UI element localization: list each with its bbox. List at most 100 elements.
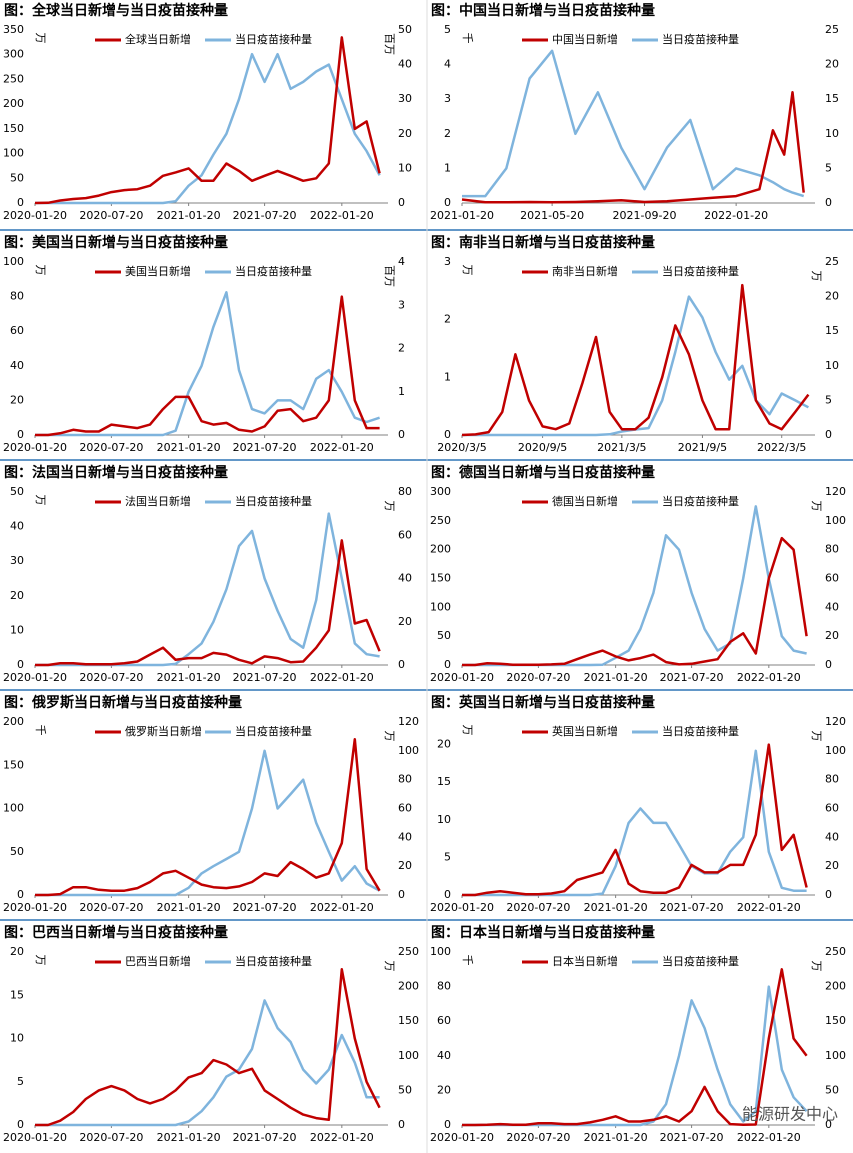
- y-unit: 千: [461, 33, 474, 44]
- y2-tick-label: 0: [398, 1118, 405, 1131]
- y-tick-label: 100: [3, 255, 24, 268]
- x-tick-label: 2020-01-20: [3, 441, 67, 454]
- y-tick-label: 0: [444, 888, 451, 901]
- y-tick-label: 0: [17, 888, 24, 901]
- y-tick-label: 10: [437, 813, 451, 826]
- y2-unit: 万: [383, 501, 396, 512]
- y2-tick-label: 0: [825, 658, 832, 671]
- y2-tick-label: 0: [825, 196, 832, 209]
- y-tick-label: 20: [10, 945, 24, 958]
- y-tick-label: 1: [444, 161, 451, 174]
- x-tick-label: 2022-01-20: [310, 901, 374, 914]
- y-tick-label: 250: [3, 72, 24, 85]
- x-tick-label: 2020-01-20: [3, 901, 67, 914]
- y-tick-label: 0: [17, 658, 24, 671]
- y2-tick-label: 20: [398, 859, 412, 872]
- legend-label: 当日疫苗接种量: [662, 724, 739, 738]
- y2-unit: 万: [810, 271, 823, 282]
- legend-label: 美国当日新增: [125, 264, 191, 278]
- y-tick-label: 50: [10, 845, 24, 858]
- x-tick-label: 2021-09-20: [613, 209, 677, 222]
- y2-tick-label: 0: [398, 888, 405, 901]
- chart-title: 图：美国当日新增与当日疫苗接种量: [4, 234, 228, 251]
- y-tick-label: 100: [430, 600, 451, 613]
- y2-tick-label: 25: [825, 255, 839, 268]
- y-tick-label: 200: [3, 97, 24, 110]
- series-line: [462, 749, 807, 897]
- legend-label: 当日疫苗接种量: [662, 32, 739, 46]
- x-tick-label: 2021-07-20: [233, 901, 297, 914]
- y2-tick-label: 5: [825, 161, 832, 174]
- x-tick-label: 2021-01-20: [157, 441, 221, 454]
- y-tick-label: 3: [444, 255, 451, 268]
- y2-tick-label: 150: [398, 1014, 419, 1027]
- y2-unit: 百万: [383, 265, 396, 287]
- legend-label: 德国当日新增: [552, 494, 618, 508]
- x-tick-label: 2020-07-20: [79, 1131, 143, 1144]
- y2-tick-label: 0: [825, 1118, 832, 1131]
- y2-tick-label: 80: [825, 543, 839, 556]
- x-tick-label: 2020-01-20: [3, 209, 67, 222]
- y-tick-label: 150: [3, 758, 24, 771]
- x-tick-label: 2020-01-20: [430, 901, 494, 914]
- y-tick-label: 5: [17, 1075, 24, 1088]
- y2-tick-label: 100: [825, 1049, 846, 1062]
- y-tick-label: 150: [3, 122, 24, 135]
- x-tick-label: 2021-07-20: [233, 209, 297, 222]
- y-tick-label: 80: [437, 980, 451, 993]
- x-tick-label: 2022-01-20: [737, 671, 801, 684]
- series-line: [35, 295, 380, 437]
- y-tick-label: 20: [437, 738, 451, 751]
- y2-tick-label: 120: [398, 715, 419, 728]
- y2-tick-label: 0: [825, 428, 832, 441]
- x-tick-label: 2021-01-20: [584, 671, 648, 684]
- x-tick-label: 2021-01-20: [157, 1131, 221, 1144]
- y-tick-label: 20: [437, 1083, 451, 1096]
- series-line: [462, 968, 808, 1127]
- legend-label: 日本当日新增: [552, 954, 618, 968]
- y-tick-label: 80: [10, 290, 24, 303]
- y2-tick-label: 3: [398, 298, 405, 311]
- legend-label: 英国当日新增: [552, 724, 618, 738]
- x-tick-label: 2020-07-20: [79, 209, 143, 222]
- y2-tick-label: 60: [398, 802, 412, 815]
- y2-tick-label: 10: [398, 161, 412, 174]
- x-tick-label: 2022-01-20: [704, 209, 768, 222]
- y-tick-label: 2: [444, 127, 451, 140]
- chart-title: 图：中国当日新增与当日疫苗接种量: [431, 2, 655, 19]
- x-tick-label: 2020-07-20: [79, 441, 143, 454]
- y-tick-label: 15: [10, 988, 24, 1001]
- x-tick-label: 2021-01-20: [584, 901, 648, 914]
- y2-tick-label: 40: [398, 830, 412, 843]
- series-line: [462, 505, 807, 667]
- x-tick-label: 2021-01-20: [584, 1131, 648, 1144]
- y2-tick-label: 80: [398, 773, 412, 786]
- series-line: [35, 512, 380, 667]
- y-tick-label: 0: [444, 1118, 451, 1131]
- y2-tick-label: 100: [398, 744, 419, 757]
- x-tick-label: 2021-01-20: [157, 671, 221, 684]
- y2-unit: 万: [383, 731, 396, 742]
- x-tick-label: 2022-01-20: [737, 1131, 801, 1144]
- y-tick-label: 0: [444, 196, 451, 209]
- y-tick-label: 100: [430, 945, 451, 958]
- x-tick-label: 2021-01-20: [157, 901, 221, 914]
- y2-tick-label: 150: [825, 1014, 846, 1027]
- y-unit: 万: [34, 955, 47, 966]
- legend-label: 当日疫苗接种量: [662, 954, 739, 968]
- y2-unit: 万: [810, 501, 823, 512]
- legend-label: 巴西当日新增: [125, 954, 191, 968]
- y-tick-label: 10: [10, 1032, 24, 1045]
- y2-tick-label: 80: [825, 773, 839, 786]
- x-tick-label: 2021-07-20: [233, 1131, 297, 1144]
- legend-label: 当日疫苗接种量: [235, 494, 312, 508]
- y2-tick-label: 250: [825, 945, 846, 958]
- x-tick-label: 2022/3/5: [757, 441, 806, 454]
- y-tick-label: 100: [3, 147, 24, 160]
- y-tick-label: 0: [17, 428, 24, 441]
- y2-tick-label: 50: [398, 23, 412, 36]
- y-tick-label: 4: [444, 58, 451, 71]
- y-tick-label: 60: [437, 1014, 451, 1027]
- series-line: [461, 91, 805, 204]
- y2-tick-label: 20: [825, 859, 839, 872]
